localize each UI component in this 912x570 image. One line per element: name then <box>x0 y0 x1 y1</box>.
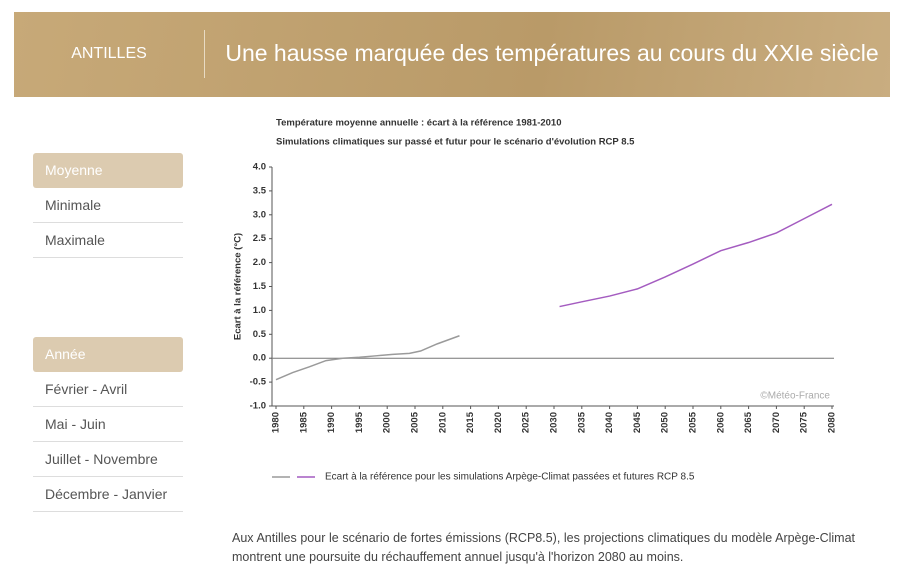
y-tick-label: 2.0 <box>253 257 266 268</box>
y-tick-label: 4.0 <box>253 162 266 173</box>
y-tick-label: -1.0 <box>250 401 266 412</box>
menu-item[interactable]: Maximale <box>33 223 183 258</box>
x-tick-label: 1985 <box>298 411 309 433</box>
menu-item[interactable]: Mai - Juin <box>33 407 183 442</box>
x-tick-label: 2045 <box>632 411 643 433</box>
y-tick-label: 1.0 <box>253 305 266 316</box>
y-tick-label: 0.0 <box>253 353 266 364</box>
x-tick-label: 2015 <box>465 411 476 433</box>
x-tick-label: 2000 <box>382 412 393 433</box>
x-tick-label: 1980 <box>271 412 282 433</box>
y-tick-label: 2.5 <box>253 233 267 244</box>
chart-subtitle: Simulations climatiques sur passé et fut… <box>276 137 635 148</box>
x-tick-label: 2035 <box>576 411 587 433</box>
x-tick-label: 1995 <box>354 411 365 433</box>
x-tick-label: 2005 <box>410 411 421 433</box>
x-tick-label: 2040 <box>604 412 615 433</box>
legend-label: Ecart à la référence pour les simulation… <box>325 472 695 483</box>
menu-item[interactable]: Année <box>33 337 183 372</box>
y-tick-label: -0.5 <box>250 377 267 388</box>
region-label[interactable]: ANTILLES <box>71 45 147 62</box>
menu-item[interactable]: Juillet - Novembre <box>33 442 183 477</box>
menu-item[interactable]: Minimale <box>33 188 183 223</box>
chart: Température moyenne annuelle : écart à l… <box>233 118 838 483</box>
x-tick-label: 1990 <box>326 412 337 433</box>
x-tick-label: 2020 <box>493 412 504 433</box>
data-line <box>275 335 460 381</box>
x-tick-label: 2050 <box>660 412 671 433</box>
y-axis-label: Ecart à la référence (°C) <box>233 233 244 340</box>
menu-item[interactable]: Décembre - Janvier <box>33 477 183 512</box>
x-tick-label: 2065 <box>743 411 754 433</box>
data-line <box>559 203 833 308</box>
x-tick-label: 2030 <box>549 412 560 433</box>
menu-group: Année Février - Avril Mai - Juin Juillet - … <box>33 337 183 512</box>
menu-item[interactable]: Février - Avril <box>33 372 183 407</box>
paragraph: Aux Antilles pour le scénario de fortes … <box>232 531 855 564</box>
chart-title: Température moyenne annuelle : écart à l… <box>276 118 562 129</box>
menu-group: Moyenne Minimale Maximale <box>33 153 183 258</box>
menu-item[interactable]: Moyenne <box>33 153 183 188</box>
x-tick-label: 2070 <box>771 412 782 433</box>
y-tick-label: 3.0 <box>253 209 266 220</box>
page-title: Une hausse marquée des températures au c… <box>225 40 879 66</box>
x-tick-label: 2080 <box>827 412 838 433</box>
x-tick-label: 2025 <box>521 411 532 433</box>
x-tick-label: 2055 <box>688 411 699 433</box>
x-tick-label: 2060 <box>715 412 726 433</box>
credit: ©Météo-France <box>760 391 830 402</box>
header: ANTILLES Une hausse marquée des températ… <box>14 12 890 97</box>
y-tick-label: 0.5 <box>253 329 267 340</box>
y-tick-label: 1.5 <box>253 281 267 292</box>
x-tick-label: 2075 <box>799 411 810 433</box>
x-tick-label: 2010 <box>437 412 448 433</box>
y-tick-label: 3.5 <box>253 185 267 196</box>
divider <box>204 30 205 78</box>
